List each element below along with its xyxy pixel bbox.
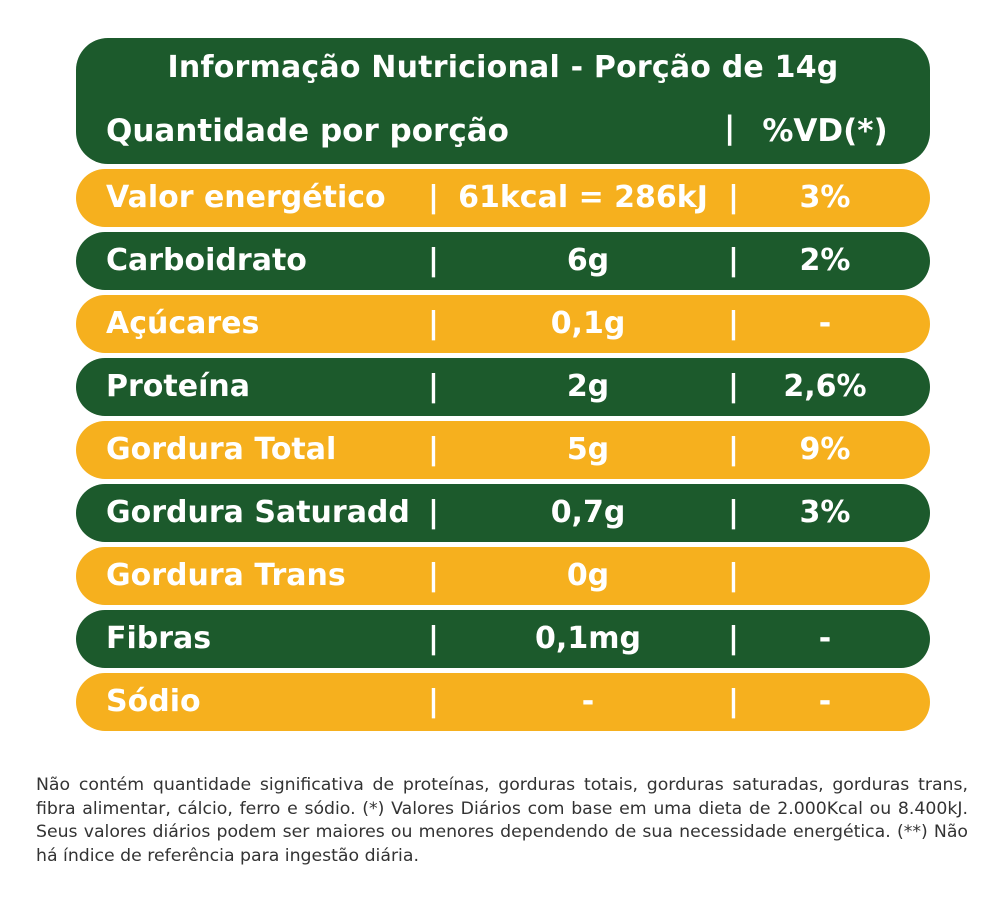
column-separator: |	[428, 495, 439, 530]
nutrient-amount: 0,1g	[550, 306, 626, 341]
column-separator: |	[428, 306, 439, 341]
nutrient-name: Gordura Total	[106, 432, 337, 467]
nutrient-amount: -	[581, 684, 595, 719]
nutrient-vd: 2,6%	[783, 369, 867, 404]
column-separator: |	[428, 621, 439, 656]
column-separator: |	[728, 243, 739, 278]
nutrient-name: Açúcares	[106, 306, 260, 341]
nutrient-name: Sódio	[106, 684, 201, 719]
nutrient-name: Gordura Saturadd	[106, 495, 410, 530]
footnote: Não contém quantidade significativa de p…	[36, 775, 968, 866]
nutrient-amount: 0g	[566, 558, 610, 593]
nutrient-vd: -	[818, 306, 832, 341]
nutrient-vd: 9%	[799, 432, 851, 467]
nutrient-vd: 3%	[799, 180, 851, 215]
column-separator: |	[428, 243, 439, 278]
column-separator: |	[728, 495, 739, 530]
nutrient-name: Proteína	[106, 369, 250, 404]
column-separator: |	[728, 180, 739, 215]
nutrient-amount: 0,7g	[550, 495, 626, 530]
table-row: Fibras | 0,1mg | -	[76, 610, 930, 668]
column-separator: |	[428, 369, 439, 404]
column-separator: |	[428, 684, 439, 719]
table-row: Gordura Trans | 0g |	[76, 547, 930, 605]
table-title: Informação Nutricional - Porção de 14g	[167, 50, 839, 85]
table-row: Sódio | - | -	[76, 673, 930, 731]
nutrient-amount: 0,1mg	[535, 621, 641, 656]
vd-label: %VD(*)	[762, 113, 888, 149]
nutrient-name: Fibras	[106, 621, 212, 656]
column-separator: |	[724, 110, 736, 146]
quantity-label: Quantidade por porção	[106, 113, 509, 149]
table-row: Gordura Total | 5g | 9%	[76, 421, 930, 479]
nutrient-name: Valor energético	[106, 180, 386, 215]
table-row: Carboidrato | 6g | 2%	[76, 232, 930, 290]
column-separator: |	[728, 558, 739, 593]
nutrient-name: Gordura Trans	[106, 558, 346, 593]
nutrient-vd: 2%	[799, 243, 851, 278]
column-separator: |	[428, 432, 439, 467]
nutrient-vd	[750, 547, 900, 605]
column-separator: |	[428, 558, 439, 593]
nutrient-vd: -	[818, 684, 832, 719]
table-row: Gordura Saturadd | 0,7g | 3%	[76, 484, 930, 542]
table-header: Informação Nutricional - Porção de 14g Q…	[76, 38, 930, 164]
column-separator: |	[728, 621, 739, 656]
table-row: Proteína | 2g | 2,6%	[76, 358, 930, 416]
nutrient-amount: 61kcal = 286kJ	[458, 180, 708, 215]
nutrient-name: Carboidrato	[106, 243, 307, 278]
column-separator: |	[728, 369, 739, 404]
nutrient-amount: 5g	[566, 432, 610, 467]
nutrient-vd: 3%	[799, 495, 851, 530]
nutrient-amount: 6g	[566, 243, 610, 278]
column-separator: |	[728, 684, 739, 719]
table-row: Açúcares | 0,1g | -	[76, 295, 930, 353]
nutrient-vd: -	[818, 621, 832, 656]
column-separator: |	[428, 180, 439, 215]
column-separator: |	[728, 306, 739, 341]
column-separator: |	[728, 432, 739, 467]
nutrient-amount: 2g	[566, 369, 610, 404]
nutrition-table: Informação Nutricional - Porção de 14g Q…	[76, 38, 930, 731]
table-row: Valor energético | 61kcal = 286kJ | 3%	[76, 169, 930, 227]
